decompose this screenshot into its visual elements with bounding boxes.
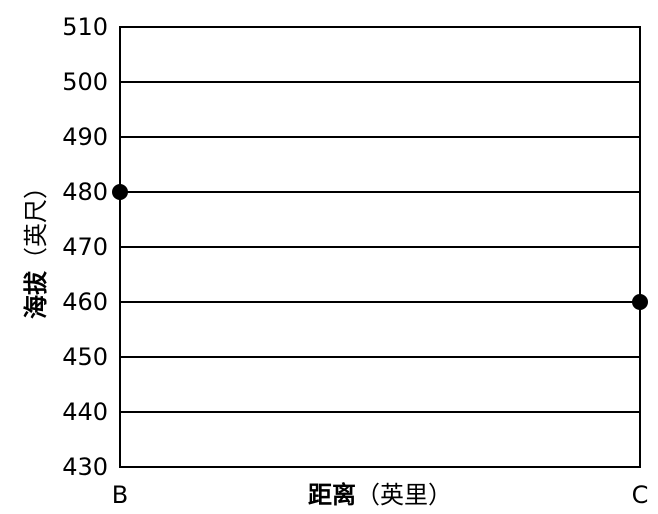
x-axis-title-unit: （英里） [356,481,452,509]
y-axis-title: 海拔（英尺） [22,175,50,319]
plot-area-frame [119,26,641,468]
y-axis-title-unit: （英尺） [22,175,50,271]
x-axis-title-main: 距离 [308,481,356,509]
y-tick-label: 500 [62,68,108,96]
data-point [112,184,128,200]
y-tick-label: 430 [62,453,108,481]
y-axis-title-main: 海拔 [22,270,50,319]
y-tick-label: 510 [62,13,108,41]
y-tick-labels: 430 440 450 460 470 480 490 500 510 [62,13,108,481]
data-points [112,184,648,310]
grid-lines [120,81,640,413]
x-tick-label: C [632,481,649,509]
y-tick-label: 470 [62,233,108,261]
y-tick-label: 440 [62,398,108,426]
y-tick-label: 450 [62,343,108,371]
y-tick-label: 490 [62,123,108,151]
x-axis-title: 距离（英里） [308,481,452,509]
y-tick-label: 460 [62,288,108,316]
data-point [632,294,648,310]
x-tick-label: B [112,481,128,509]
y-tick-label: 480 [62,178,108,206]
